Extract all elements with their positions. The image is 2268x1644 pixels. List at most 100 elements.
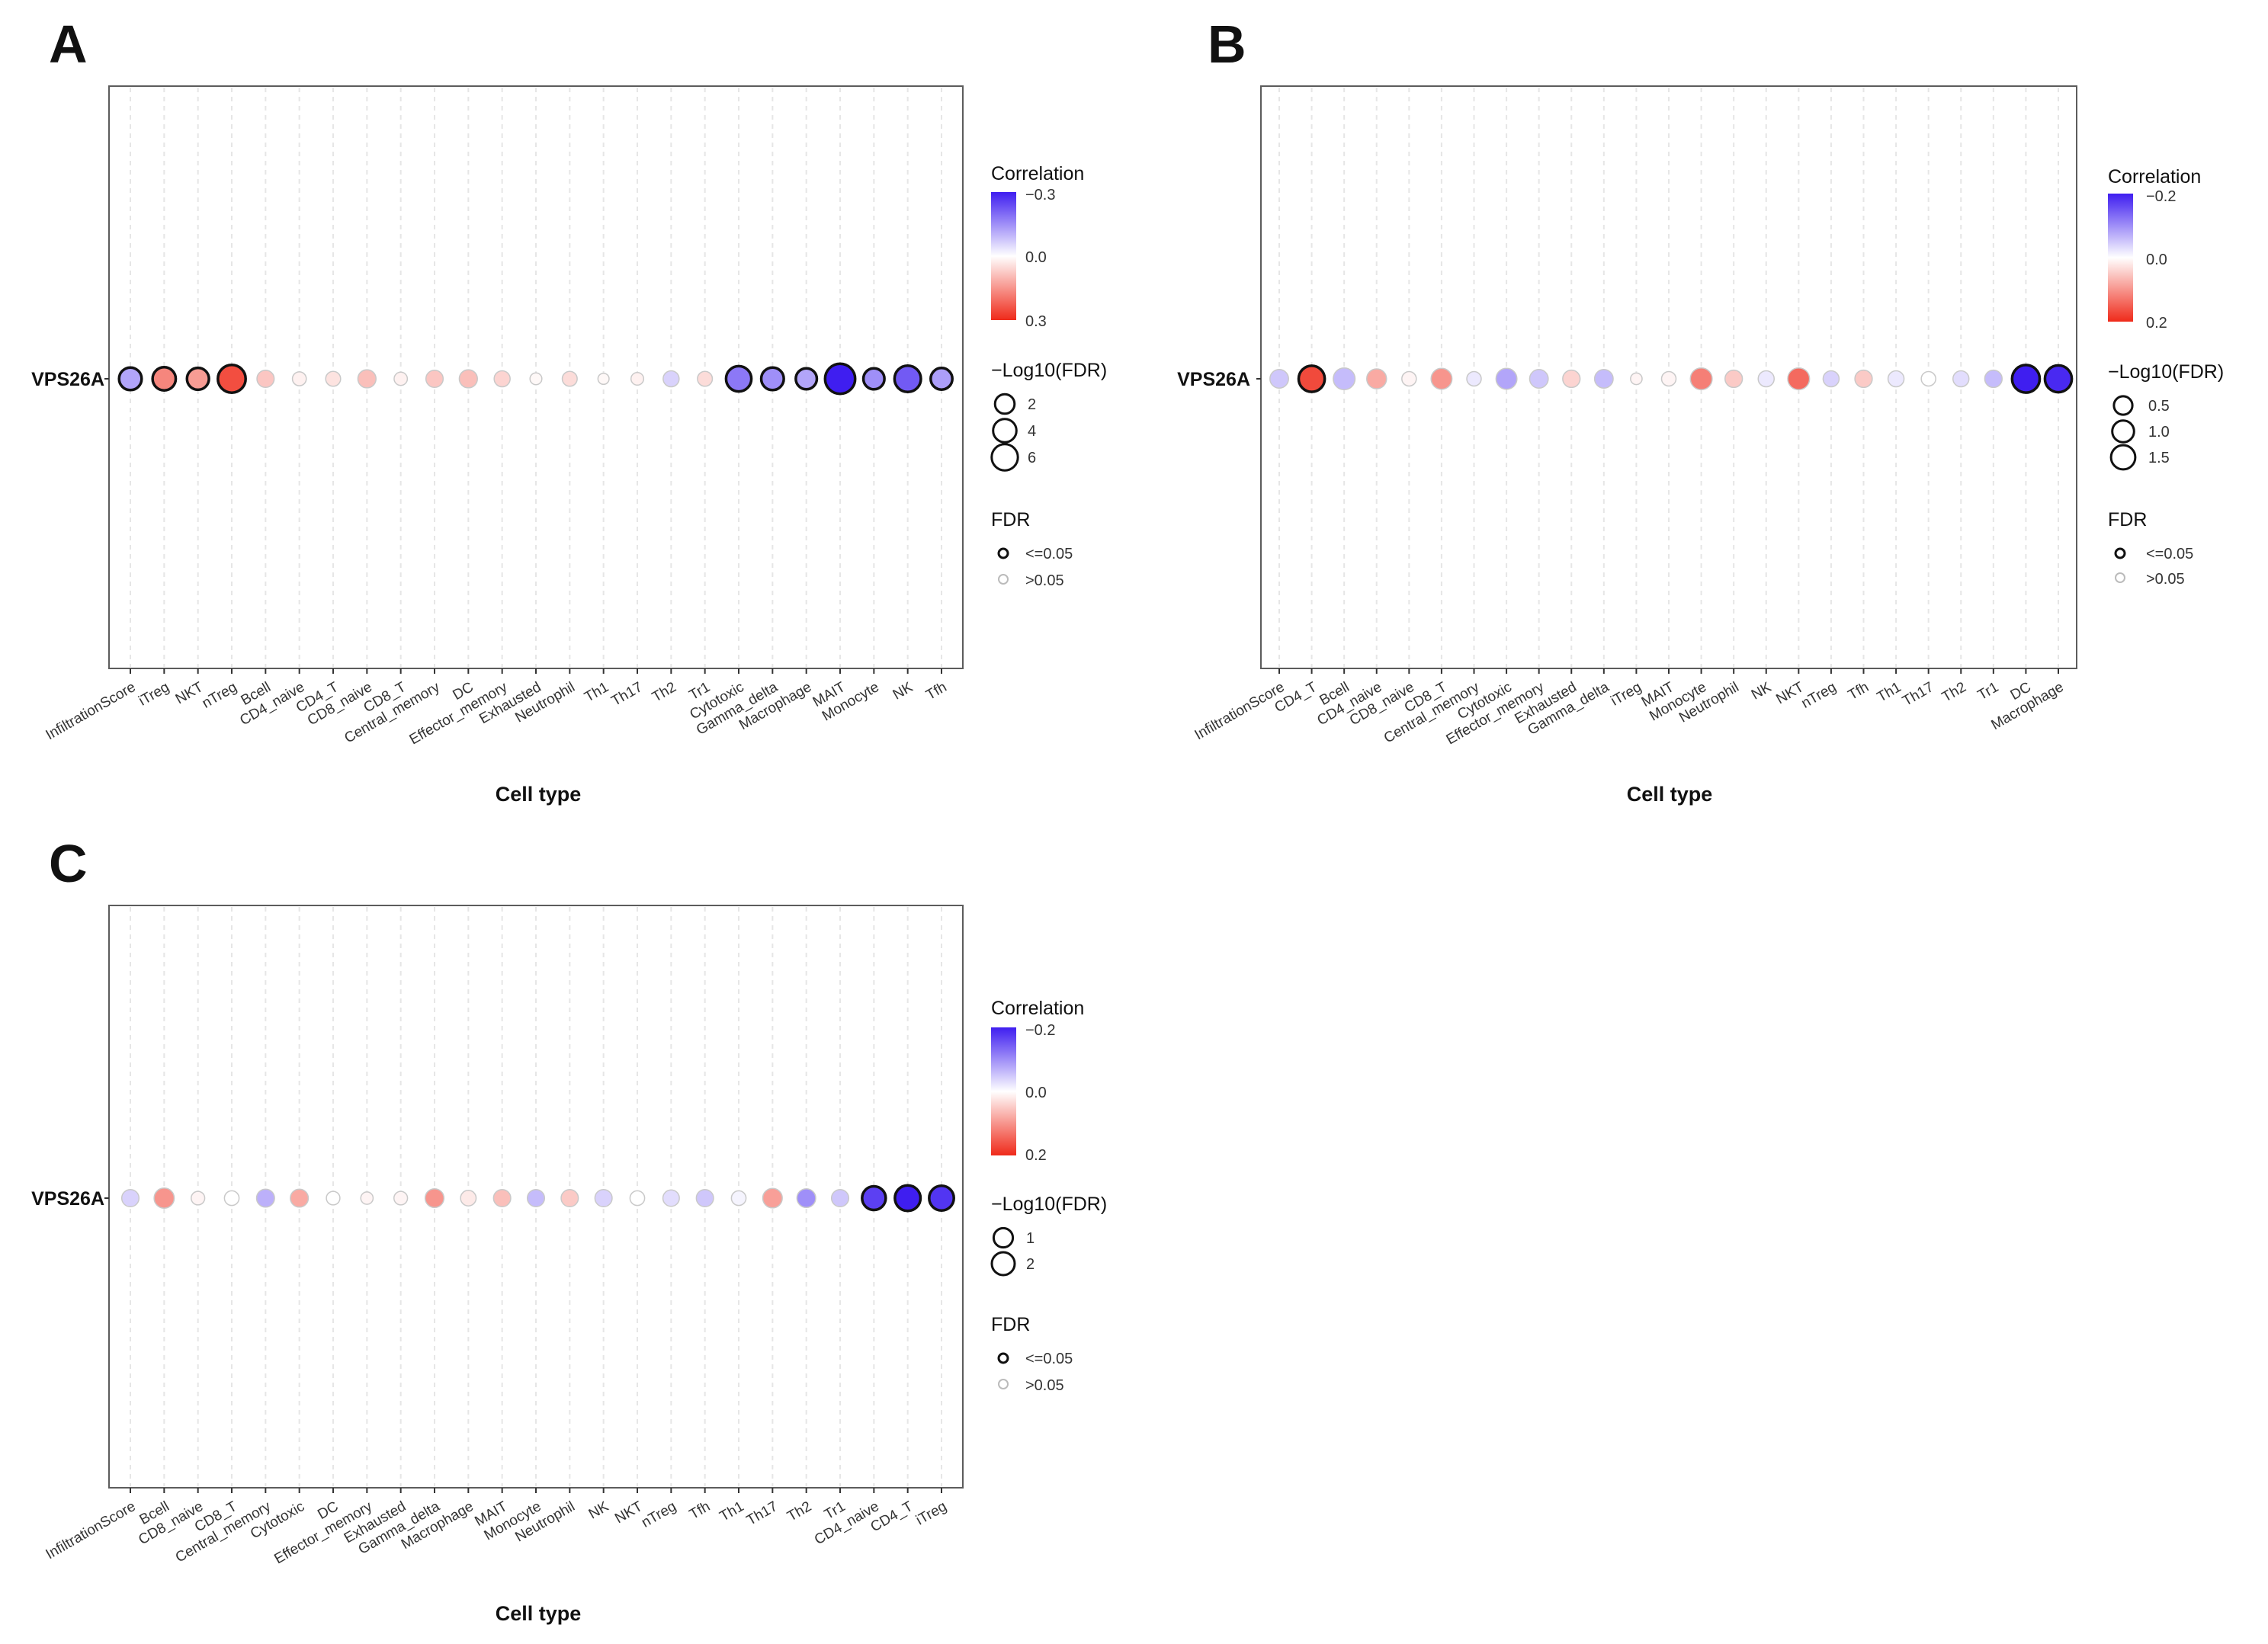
legend-fdr-title: FDR <box>991 1314 1030 1335</box>
legend-correlation-title: Correlation <box>991 998 1084 1019</box>
size-legend: 0.5 1.0 1.5 <box>2109 395 2170 471</box>
dot-bcell <box>256 369 275 389</box>
dot-monocyte <box>861 367 886 391</box>
dot-cd4-t <box>893 1184 922 1213</box>
dot-bcell <box>153 1187 175 1209</box>
fdr-legend-label: >0.05 <box>1025 1377 1064 1394</box>
dot-mait <box>823 362 857 396</box>
legend-correlation-title: Correlation <box>991 163 1084 184</box>
dot-mait <box>492 1188 512 1208</box>
x-ticks <box>130 1488 942 1493</box>
dot-ntreg <box>217 364 247 394</box>
dots <box>120 1184 955 1213</box>
dot-th1 <box>730 1190 747 1207</box>
x-ticks <box>130 668 942 674</box>
x-ticks <box>1278 668 2059 674</box>
dot-bcell <box>1333 367 1356 391</box>
dot-effector-memory <box>493 370 511 388</box>
legend-size-title: −Log10(FDR) <box>991 360 1107 381</box>
legend-fdr-title: FDR <box>991 509 1030 530</box>
size-legend-label: 4 <box>1028 423 1036 440</box>
dot-monocyte <box>526 1188 546 1208</box>
size-legend-label: 1.5 <box>2148 450 2170 466</box>
dot-cd4-naive <box>1366 368 1387 389</box>
dot-th17 <box>630 371 645 386</box>
size-legend-circle <box>2109 444 2137 471</box>
size-legend-label: 2 <box>1026 1256 1035 1273</box>
dot-nkt <box>1787 367 1811 391</box>
dot-cd8-naive <box>357 369 377 389</box>
dot-macrophage <box>460 1190 477 1207</box>
fdr-legend-nonsignificant <box>2115 572 2125 583</box>
dot-gamma-delta <box>759 366 785 392</box>
dot-tr1 <box>830 1188 850 1208</box>
size-legend-circle <box>992 1226 1015 1249</box>
dot-cd4-t <box>1297 364 1326 393</box>
dot-tfh <box>929 367 954 391</box>
dot-tr1 <box>1984 369 2003 389</box>
fdr-legend-nonsignificant <box>998 574 1009 585</box>
colorbar-tick-label: −0.3 <box>1025 187 1055 203</box>
colorbar-tick-label: 0.0 <box>1025 1085 1047 1101</box>
size-legend-circle <box>2111 419 2135 444</box>
dot-cd8-t <box>1430 367 1453 390</box>
size-legend-circle <box>990 1251 1016 1277</box>
dot-th2 <box>1952 370 1970 388</box>
colorbar-tick-label: 0.2 <box>1025 1147 1047 1164</box>
dot-th17 <box>762 1187 783 1209</box>
dot-effector-memory <box>360 1191 374 1205</box>
size-legend: 2 4 6 <box>990 393 1036 472</box>
dots <box>1269 364 2074 394</box>
dot-exhausted <box>1562 369 1581 389</box>
dot-itreg <box>928 1184 955 1212</box>
dot-tr1 <box>697 370 714 387</box>
colorbar-tick-label: 0.2 <box>2146 315 2167 332</box>
dot-dc <box>2010 364 2042 394</box>
dot-th17 <box>1920 370 1936 387</box>
fdr-legend-nonsignificant <box>998 1379 1009 1389</box>
dot-exhausted <box>393 1191 409 1206</box>
legend: Correlation −0.2 0.0 0.2 −Log10(FDR) 12 … <box>990 998 1107 1394</box>
gene-label: VPS26A <box>31 369 104 390</box>
colorbar-tick-label: −0.2 <box>1025 1022 1055 1039</box>
dot-gamma-delta <box>424 1187 445 1209</box>
dot-dc <box>326 1191 341 1206</box>
legend-size-title: −Log10(FDR) <box>991 1194 1107 1215</box>
dot-cd8-t <box>223 1190 240 1207</box>
dot-nkt <box>629 1190 646 1207</box>
dot-central-memory <box>1466 370 1482 387</box>
size-legend: 12 <box>990 1226 1035 1277</box>
dot-gamma-delta <box>1593 369 1614 389</box>
fdr-legend-significant <box>997 1352 1009 1364</box>
dot-nk <box>1757 370 1775 388</box>
dot-nkt <box>185 366 210 392</box>
dot-infiltrationscore <box>120 1188 140 1208</box>
size-legend-label: 2 <box>1028 396 1036 413</box>
legend: Correlation −0.2 0.0 0.2 −Log10(FDR) 0.5… <box>2108 166 2224 588</box>
legend-correlation-title: Correlation <box>2108 166 2201 187</box>
dot-nk <box>594 1188 613 1208</box>
size-legend-label: 0.5 <box>2148 398 2170 415</box>
fdr-legend-significant <box>2114 547 2126 559</box>
dot-dc <box>458 369 478 389</box>
dot-tfh <box>695 1188 714 1208</box>
dot-th2 <box>796 1187 816 1209</box>
fdr-legend-label: <=0.05 <box>2146 546 2193 562</box>
dot-ntreg <box>662 1189 680 1207</box>
dot-cd8-naive <box>1401 370 1417 387</box>
colorbar <box>991 1027 1016 1155</box>
fdr-legend-significant <box>997 547 1009 559</box>
colorbar-tick-label: 0.0 <box>2146 252 2167 268</box>
dot-tfh <box>1854 369 1873 389</box>
dot-cytotoxic <box>290 1188 310 1208</box>
dot-cytotoxic <box>1495 367 1518 390</box>
dot-infiltrationscore <box>117 366 143 392</box>
panel-label: A <box>49 14 88 74</box>
dot-cd8-naive <box>191 1191 206 1206</box>
colorbar-tick-label: 0.3 <box>1025 313 1047 330</box>
dot-ntreg <box>1822 370 1840 388</box>
dot-cd4-t <box>325 370 342 387</box>
dot-central-memory <box>255 1188 275 1208</box>
dots <box>117 362 954 396</box>
